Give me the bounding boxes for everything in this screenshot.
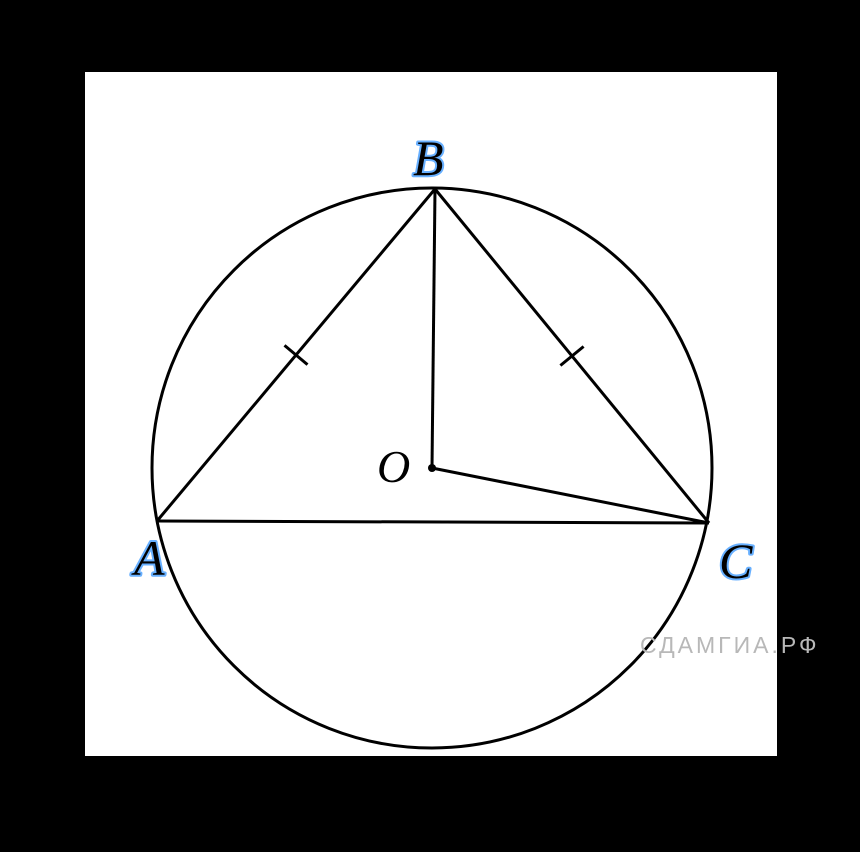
point-label-A: A — [131, 530, 165, 586]
point-label-C: C — [719, 533, 753, 589]
point-label-O: O — [377, 441, 410, 492]
watermark-text: СДАМГИА.РФ — [640, 632, 819, 659]
point-label-B: B — [413, 130, 444, 186]
diagram-frame: AABBCCO СДАМГИА.РФ — [85, 72, 777, 756]
